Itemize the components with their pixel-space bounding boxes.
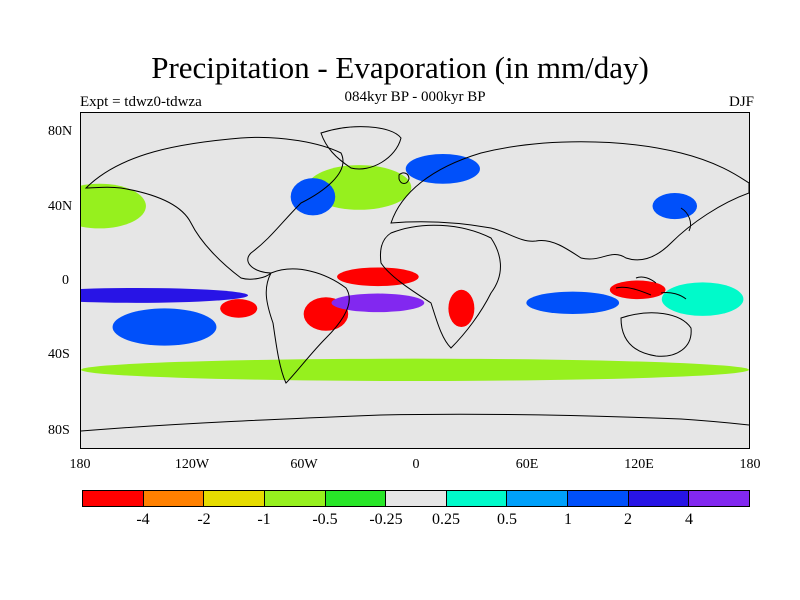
lon-label-60w: 60W [290, 457, 318, 472]
field-north-pacific-wet [652, 193, 698, 220]
colorbar-label: 2 [624, 511, 632, 528]
colorbar-cell [204, 491, 265, 506]
lon-label-120w: 120W [174, 457, 210, 472]
colorbar-label: -0.5 [312, 511, 338, 528]
field-south-atlantic-wet [331, 293, 425, 313]
field-southern-ocean-green [81, 358, 749, 381]
colorbar-cell [628, 491, 690, 506]
coastline-japan [680, 207, 692, 232]
chart-subtitle: 084kyr BP - 000kyr BP [344, 89, 486, 105]
lon-label-180e: 180 [739, 457, 761, 472]
lon-label-60e: 60E [515, 457, 539, 472]
lon-label-120e: 120E [624, 457, 654, 472]
field-north-pacific-green [81, 183, 146, 229]
colorbar-cell [386, 491, 447, 506]
coastline-antarctica [81, 413, 749, 432]
field-south-africa-dry [448, 289, 475, 328]
coastline-british-isles [398, 172, 410, 184]
colorbar-cell [325, 491, 387, 506]
coastline-indonesia [615, 276, 687, 300]
lon-label-0: 0 [412, 457, 420, 472]
colorbar-cell [83, 491, 144, 506]
chart-title: Precipitation - Evaporation (in mm/day) [151, 50, 649, 85]
colorbar-label: -1 [257, 511, 271, 528]
colorbar-cell [689, 491, 750, 506]
lon-label-180w: 180 [69, 457, 91, 472]
lat-label-40n: 40N [48, 199, 73, 214]
map-field-svg [81, 126, 749, 432]
colorbar-cell [568, 491, 629, 506]
lat-label-40s: 40S [48, 347, 70, 362]
field-east-pacific-dry [220, 299, 258, 318]
coastline-greenland [320, 126, 402, 170]
colorbar-label: 4 [685, 511, 693, 528]
colorbar-cell [446, 491, 508, 506]
colorbar [82, 490, 750, 507]
season-label: DJF [728, 94, 754, 110]
field-tropical-atlantic-dry [337, 267, 419, 287]
coastline-africa [380, 224, 501, 349]
colorbar-label: -2 [197, 511, 211, 528]
colorbar-label: 0.25 [432, 511, 460, 528]
coastline-north-america [84, 136, 344, 280]
colorbar-cell [507, 491, 569, 506]
colorbar-cell [264, 491, 326, 506]
coastline-south-america [265, 268, 350, 384]
field-indian-ocean-wet [526, 291, 620, 314]
coastline-eurasia [390, 141, 749, 261]
colorbar-label: 0.5 [497, 511, 517, 528]
experiment-label: Expt = tdwz0-tdwza [80, 94, 202, 110]
coastline-australia [620, 312, 692, 357]
field-eq-pacific-band-wet [81, 287, 248, 303]
colorbar-label: -0.25 [369, 511, 403, 528]
lat-label-0: 0 [62, 273, 69, 288]
field-south-pacific-wet [112, 308, 217, 346]
map-panel [80, 112, 750, 449]
colorbar-cell [143, 491, 205, 506]
colorbar-label: -4 [136, 511, 150, 528]
colorbar-label: 1 [564, 511, 572, 528]
lat-label-80s: 80S [48, 423, 70, 438]
lat-label-80n: 80N [48, 124, 73, 139]
field-west-pacific-cyan [661, 282, 744, 316]
